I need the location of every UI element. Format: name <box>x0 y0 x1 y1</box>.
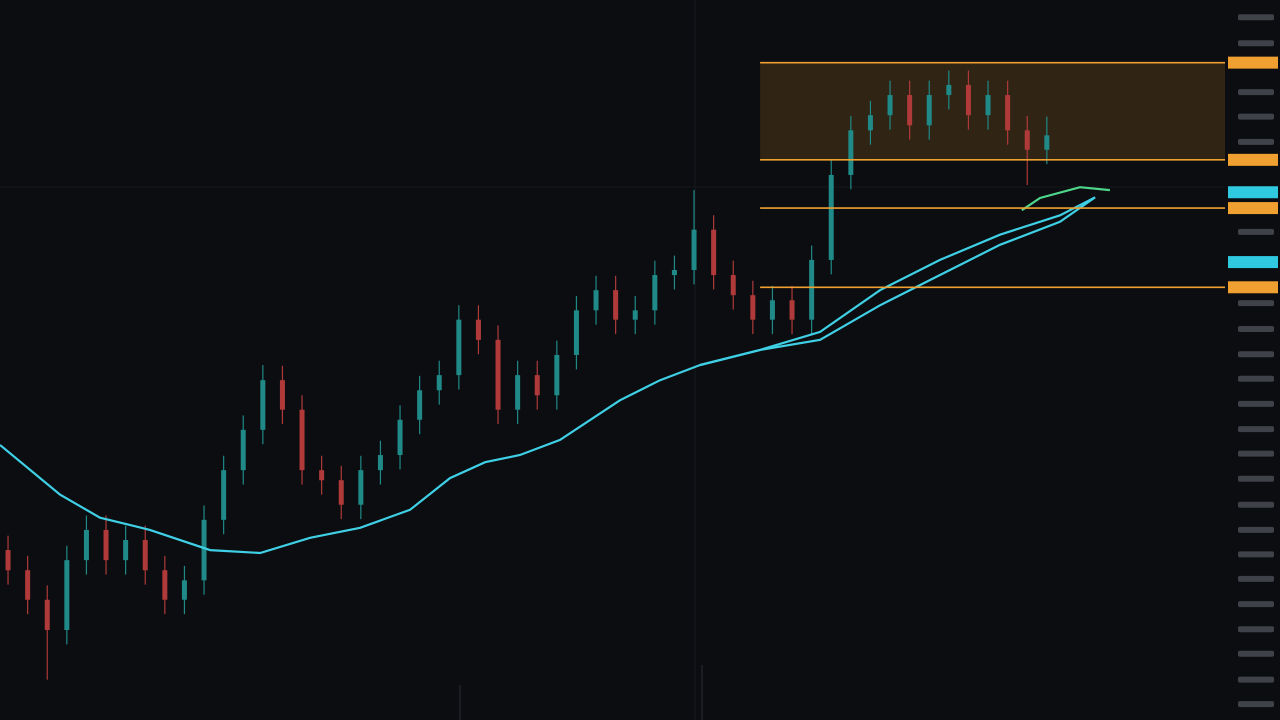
candle-body <box>475 319 481 340</box>
candle-body <box>44 599 50 630</box>
candle-body <box>260 380 266 430</box>
candle-body <box>417 390 423 420</box>
candle-body <box>593 290 599 311</box>
candle-body <box>1024 130 1030 150</box>
price-axis <box>1228 14 1278 708</box>
candle-body <box>103 529 109 561</box>
y-tick-label <box>1238 400 1274 407</box>
candle-body <box>515 375 521 410</box>
level-label <box>1228 56 1278 69</box>
candle-body <box>397 419 403 456</box>
candle-body <box>1005 95 1011 131</box>
y-tick-label <box>1238 326 1274 333</box>
candle-body <box>534 375 540 396</box>
price-marker <box>1228 186 1278 199</box>
candle-body <box>652 275 658 311</box>
candle-body <box>377 455 383 471</box>
candle-body <box>5 550 11 571</box>
candle-body <box>573 310 579 355</box>
candle-body <box>123 540 129 561</box>
candle-body <box>338 480 344 505</box>
candle-body <box>985 95 991 116</box>
candle-body <box>83 529 89 561</box>
candle-body <box>162 570 168 600</box>
candle-body <box>221 470 227 520</box>
y-tick-label <box>1238 138 1274 145</box>
level-label <box>1228 153 1278 166</box>
candle-body <box>181 580 187 600</box>
y-tick-label <box>1238 113 1274 120</box>
candle-body <box>848 130 854 175</box>
candle-body <box>456 319 462 376</box>
y-tick-label <box>1238 650 1274 657</box>
indicator-line <box>699 196 1096 367</box>
candle-body <box>828 174 834 260</box>
candle-body <box>750 295 756 320</box>
candle-body <box>730 275 736 296</box>
y-tick-label <box>1238 701 1274 708</box>
y-tick-label <box>1238 601 1274 608</box>
candle-body <box>926 95 932 126</box>
candle-body <box>613 290 619 320</box>
candle-body <box>632 310 638 320</box>
y-tick-label <box>1238 300 1274 307</box>
price-marker <box>1228 256 1278 269</box>
plot-area <box>0 61 1225 680</box>
candle-body <box>142 540 148 571</box>
candle-body <box>907 95 913 126</box>
candle-body <box>240 429 246 471</box>
candle-body <box>319 470 325 481</box>
indicator-line <box>0 196 1096 555</box>
candle-body <box>867 115 873 131</box>
candle-body <box>946 84 952 96</box>
y-tick-label <box>1238 501 1274 508</box>
y-tick-label <box>1238 228 1274 235</box>
y-tick-label <box>1238 676 1274 683</box>
level-label <box>1228 202 1278 215</box>
y-tick-label <box>1238 14 1274 21</box>
candle-body <box>887 95 893 116</box>
candle-body <box>495 339 501 410</box>
candle-body <box>25 570 31 600</box>
candle-body <box>279 380 285 410</box>
y-tick-label <box>1238 375 1274 382</box>
y-tick-label <box>1238 351 1274 358</box>
candle-body <box>64 560 70 630</box>
candle-body <box>965 84 971 116</box>
y-tick-label <box>1238 575 1274 582</box>
candle-body <box>671 270 677 276</box>
y-tick-label <box>1238 551 1274 558</box>
candle-body <box>769 300 775 320</box>
y-tick-label <box>1238 526 1274 533</box>
candle-body <box>436 375 442 391</box>
candle-body <box>358 470 364 505</box>
y-tick-label <box>1238 89 1274 96</box>
level-label <box>1228 281 1278 294</box>
y-tick-label <box>1238 475 1274 482</box>
candle-body <box>711 229 717 276</box>
candle-body <box>299 409 305 471</box>
indicator-line <box>1021 186 1111 212</box>
y-tick-label <box>1238 450 1274 457</box>
candle-body <box>691 229 697 270</box>
candle-body <box>1044 135 1050 150</box>
y-tick-label <box>1238 40 1274 47</box>
candle-body <box>809 259 815 320</box>
y-tick-label <box>1238 426 1274 433</box>
candle-body <box>789 300 795 320</box>
candle-body <box>201 519 207 581</box>
range-zone <box>760 62 1225 160</box>
y-tick-label <box>1238 626 1274 633</box>
candle-body <box>554 354 560 396</box>
